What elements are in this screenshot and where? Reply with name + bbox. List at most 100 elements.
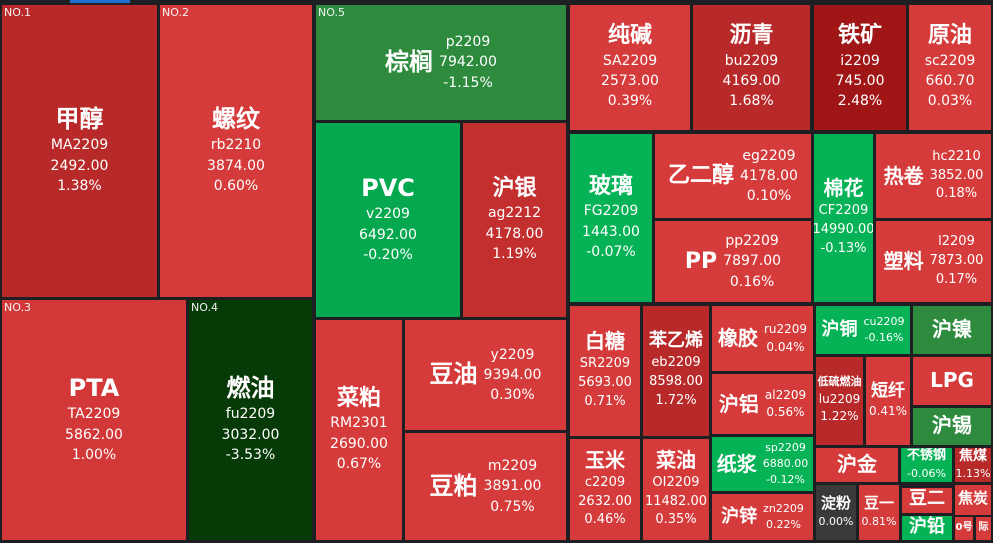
tile[interactable]: 乙二醇 eg2209 4178.00 0.10%	[655, 134, 811, 218]
change-percent: 1.22%	[820, 409, 859, 424]
contract-code: al2209	[764, 387, 807, 402]
contract-code: OI2209	[652, 474, 700, 490]
details: 0.00%	[819, 514, 854, 530]
details: ru2209 0.04%	[764, 321, 807, 356]
details: hc2210 3852.00 0.18%	[930, 148, 984, 205]
contract-code: sp2209	[765, 441, 806, 455]
tile[interactable]: 纸浆 sp2209 6880.00 -0.12%	[712, 437, 813, 491]
tile[interactable]: 塑料 l2209 7873.00 0.17%	[876, 221, 991, 302]
price: 1443.00	[582, 223, 640, 240]
tile[interactable]: 橡胶 ru2209 0.04%	[712, 306, 813, 371]
change-percent: 1.19%	[492, 245, 537, 262]
tile[interactable]: 低硫燃油 lu2209 1.22%	[816, 357, 863, 445]
tile[interactable]: 焦煤 1.13%	[955, 448, 991, 482]
tile[interactable]: 玉米 c2209 2632.00 0.46%	[570, 439, 640, 540]
price: 745.00	[835, 73, 885, 89]
details: p2209 7942.00 -1.15%	[439, 32, 497, 93]
tile[interactable]: 际	[976, 517, 991, 540]
commodity-name: 沪金	[837, 451, 877, 476]
tile[interactable]: 沪铝 al2209 0.56%	[712, 374, 813, 434]
change-percent: 0.04%	[766, 339, 805, 354]
tab-indicator	[70, 0, 130, 3]
contract-code: lu2209	[818, 391, 861, 406]
tile[interactable]: 沪铅	[902, 516, 952, 540]
details: c2209 2632.00 0.46%	[578, 474, 632, 531]
commodity-name: LPG	[930, 367, 974, 392]
tile[interactable]: LPG	[913, 357, 991, 405]
tile[interactable]: 铁矿 i2209 745.00 2.48%	[814, 5, 906, 130]
details: OI2209 11482.00 0.35%	[645, 474, 707, 531]
change-percent: -0.12%	[766, 472, 805, 486]
price: 11482.00	[644, 493, 708, 509]
contract-code: ru2209	[763, 322, 808, 337]
tile[interactable]: 豆粕 m2209 3891.00 0.75%	[405, 433, 566, 540]
tile[interactable]: 沪铜 cu2209 -0.16%	[816, 306, 910, 354]
tile[interactable]: 菜粕 RM2301 2690.00 0.67%	[316, 320, 402, 540]
price: 3891.00	[483, 478, 542, 495]
details: eb2209 8598.00 1.72%	[649, 354, 703, 411]
tile[interactable]: 沥青 bu2209 4169.00 1.68%	[693, 5, 810, 130]
commodity-name: 甲醇	[55, 104, 104, 133]
commodity-name: PP	[684, 248, 718, 274]
tile[interactable]: 原油 sc2209 660.70 0.03%	[909, 5, 991, 130]
details: zn2209 0.22%	[763, 501, 804, 533]
tile[interactable]: 沪锡	[913, 408, 991, 445]
tile[interactable]: PVC v2209 6492.00 -0.20%	[316, 123, 460, 317]
tile[interactable]: 沪锌 zn2209 0.22%	[712, 494, 813, 540]
tile[interactable]: 棉花 CF2209 14990.00 -0.13%	[814, 134, 873, 302]
rank: NO.4	[191, 301, 218, 314]
change-percent: -0.07%	[586, 243, 636, 260]
tile[interactable]: 0号	[955, 517, 973, 540]
tile[interactable]: 焦炭	[955, 485, 991, 515]
commodity-name: 豆油	[429, 360, 478, 389]
tile[interactable]: NO.4 燃油 fu2209 3032.00 -3.53%	[189, 300, 312, 540]
tile[interactable]: 沪银 ag2212 4178.00 1.19%	[463, 123, 566, 317]
commodity-name: 塑料	[883, 249, 924, 273]
commodity-name: 白糖	[585, 329, 625, 354]
contract-code: fu2209	[225, 406, 276, 423]
contract-code: MA2209	[50, 137, 109, 154]
tile[interactable]: NO.1 甲醇 MA2209 2492.00 1.38%	[2, 5, 157, 297]
price: 2690.00	[330, 435, 388, 452]
details: TA2209 5862.00 1.00%	[65, 404, 123, 465]
contract-code: c2209	[584, 474, 626, 490]
details: v2209 6492.00 -0.20%	[359, 204, 417, 265]
commodity-name: 沪铅	[909, 516, 945, 537]
tile[interactable]: 玻璃 FG2209 1443.00 -0.07%	[570, 134, 652, 302]
change-percent: 1.38%	[57, 177, 102, 194]
details: SA2209 2573.00 0.39%	[601, 51, 659, 112]
change-percent: 0.75%	[490, 498, 535, 515]
commodity-name: 沪锌	[721, 505, 758, 527]
tile[interactable]: 菜油 OI2209 11482.00 0.35%	[643, 439, 709, 540]
tile[interactable]: 淀粉 0.00%	[816, 485, 856, 540]
tile[interactable]: 短纤 0.41%	[866, 357, 910, 445]
tile[interactable]: PP pp2209 7897.00 0.16%	[655, 221, 811, 302]
tile[interactable]: 沪金	[816, 448, 898, 482]
contract-code: SR2209	[579, 356, 631, 372]
commodity-name: 乙二醇	[668, 163, 735, 189]
contract-code: RM2301	[330, 415, 388, 432]
tile[interactable]: NO.3 PTA TA2209 5862.00 1.00%	[2, 300, 186, 540]
tile[interactable]: NO.5 棕榈 p2209 7942.00 -1.15%	[316, 5, 566, 120]
tile[interactable]: 纯碱 SA2209 2573.00 0.39%	[570, 5, 690, 130]
commodity-name: 短纤	[871, 380, 905, 401]
tile[interactable]: 热卷 hc2210 3852.00 0.18%	[876, 134, 991, 218]
tile[interactable]: 不锈钢 -0.06%	[901, 448, 952, 482]
tile[interactable]: 白糖 SR2209 5693.00 0.71%	[570, 306, 640, 436]
tile[interactable]: NO.2 螺纹 rb2210 3874.00 0.60%	[160, 5, 312, 297]
tile[interactable]: 沪镍	[913, 306, 991, 354]
contract-code: SA2209	[602, 52, 658, 69]
details: ag2212 4178.00 1.19%	[486, 203, 544, 264]
commodity-name: 铁矿	[837, 23, 882, 49]
change-percent: 1.68%	[729, 93, 774, 110]
tile[interactable]: 豆油 y2209 9394.00 0.30%	[405, 320, 566, 430]
price: 2632.00	[578, 493, 632, 509]
tile[interactable]: 苯乙烯 eb2209 8598.00 1.72%	[643, 306, 709, 436]
commodity-name: 菜油	[656, 447, 696, 472]
tile[interactable]: 豆一 0.81%	[859, 485, 899, 540]
change-percent: -0.20%	[363, 246, 413, 263]
details: al2209 0.56%	[765, 387, 806, 422]
details: 0.41%	[869, 403, 907, 420]
tile[interactable]: 豆二	[902, 488, 952, 513]
details: rb2210 3874.00 0.60%	[207, 135, 265, 196]
